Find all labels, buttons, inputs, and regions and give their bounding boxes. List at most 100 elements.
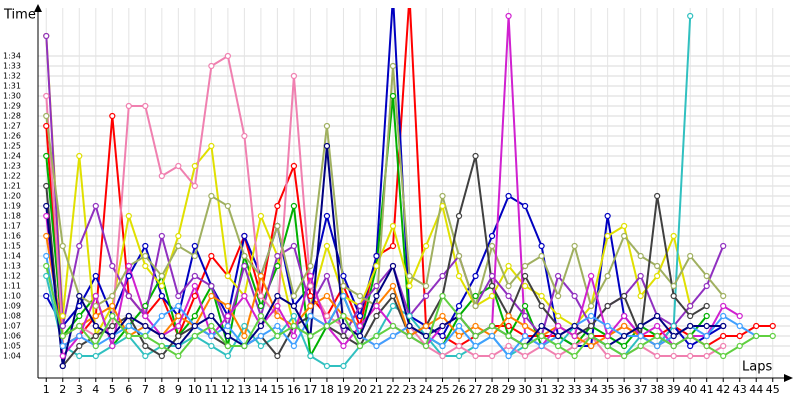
lap-point xyxy=(142,352,149,360)
lap-point xyxy=(241,132,248,140)
lap-point xyxy=(208,62,215,70)
lap-point xyxy=(92,312,99,320)
lap-point xyxy=(621,222,628,230)
lap-point xyxy=(687,322,694,330)
lap-point xyxy=(720,312,727,320)
lap-point xyxy=(670,332,677,340)
lap-point xyxy=(241,322,248,330)
lap-point xyxy=(654,332,661,340)
lap-point xyxy=(59,332,66,340)
lap-point xyxy=(158,272,165,280)
lap-point xyxy=(637,252,644,260)
x-tick-label: 31 xyxy=(535,383,549,396)
lap-point xyxy=(521,342,529,350)
lap-point xyxy=(290,292,298,300)
lap-point xyxy=(323,212,331,220)
lap-point xyxy=(158,312,165,320)
lap-point xyxy=(241,262,248,270)
lap-point xyxy=(191,292,198,300)
x-tick-label: 41 xyxy=(700,383,714,396)
lap-point xyxy=(224,332,231,340)
lap-point xyxy=(687,342,694,350)
lap-point xyxy=(687,332,694,340)
lap-point xyxy=(389,322,397,330)
lap-point xyxy=(109,262,116,270)
lap-point xyxy=(142,332,149,340)
y-tick-label: 1:33 xyxy=(3,62,21,71)
lap-point xyxy=(521,332,529,340)
lap-point xyxy=(92,322,99,330)
lap-point xyxy=(554,312,562,320)
y-tick-label: 1:22 xyxy=(3,172,21,181)
lap-point xyxy=(290,202,298,210)
lap-point xyxy=(175,292,182,300)
lap-point xyxy=(125,312,132,320)
lap-point xyxy=(439,322,446,330)
lap-line xyxy=(45,8,773,348)
lap-point xyxy=(43,122,50,130)
lap-point xyxy=(125,212,132,220)
lap-point xyxy=(637,292,644,300)
lap-point xyxy=(670,282,677,290)
lap-point xyxy=(554,292,562,300)
lap-point xyxy=(191,162,198,170)
lap-point xyxy=(455,352,463,360)
lap-point xyxy=(439,202,446,210)
lap-point xyxy=(554,332,562,340)
lap-point xyxy=(389,302,397,310)
lap-point xyxy=(472,152,479,160)
lap-point xyxy=(720,322,727,330)
x-tick-label: 29 xyxy=(502,383,516,396)
lap-point xyxy=(290,342,298,350)
lap-point xyxy=(439,312,446,320)
lap-point xyxy=(323,312,331,320)
lap-point xyxy=(43,232,50,240)
lap-point xyxy=(439,292,446,300)
lap-point xyxy=(323,362,331,370)
lap-point xyxy=(356,312,364,320)
x-tick-label: 3 xyxy=(76,383,83,396)
lap-point xyxy=(208,332,215,340)
lap-point xyxy=(92,342,99,350)
lap-point xyxy=(356,302,364,310)
lap-point xyxy=(604,342,611,350)
lap-point xyxy=(290,332,298,340)
lap-point xyxy=(175,302,182,310)
lap-point xyxy=(720,302,727,310)
lap-point xyxy=(588,322,595,330)
lap-point xyxy=(439,332,446,340)
lap-point xyxy=(274,302,281,310)
lap-point xyxy=(43,212,50,220)
lap-point xyxy=(257,332,264,340)
lap-point xyxy=(43,262,50,270)
lap-point xyxy=(175,232,182,240)
x-tick-label: 2 xyxy=(59,383,66,396)
lap-point xyxy=(76,152,83,160)
lap-point xyxy=(274,322,281,330)
lap-point xyxy=(389,332,397,340)
lap-point xyxy=(340,292,347,300)
lap-point xyxy=(521,282,529,290)
lap-point xyxy=(175,342,182,350)
lap-point xyxy=(356,292,364,300)
y-axis-arrow xyxy=(34,4,42,12)
lap-point xyxy=(505,262,512,270)
y-tick-label: 1:08 xyxy=(3,312,21,321)
lap-point xyxy=(439,272,446,280)
lap-point xyxy=(307,262,314,270)
lap-point xyxy=(307,282,314,290)
lap-point xyxy=(76,322,83,330)
lap-point xyxy=(687,12,694,20)
lap-point xyxy=(637,332,644,340)
lap-point xyxy=(654,322,661,330)
lap-point xyxy=(307,332,314,340)
y-tick-label: 1:19 xyxy=(3,202,21,211)
lap-point xyxy=(736,332,743,340)
x-tick-label: 45 xyxy=(766,383,780,396)
lap-point xyxy=(191,242,198,250)
lap-point xyxy=(142,302,149,310)
lap-point xyxy=(257,342,264,350)
lap-point xyxy=(521,262,529,270)
lap-point xyxy=(373,292,380,300)
lap-point xyxy=(76,302,83,310)
